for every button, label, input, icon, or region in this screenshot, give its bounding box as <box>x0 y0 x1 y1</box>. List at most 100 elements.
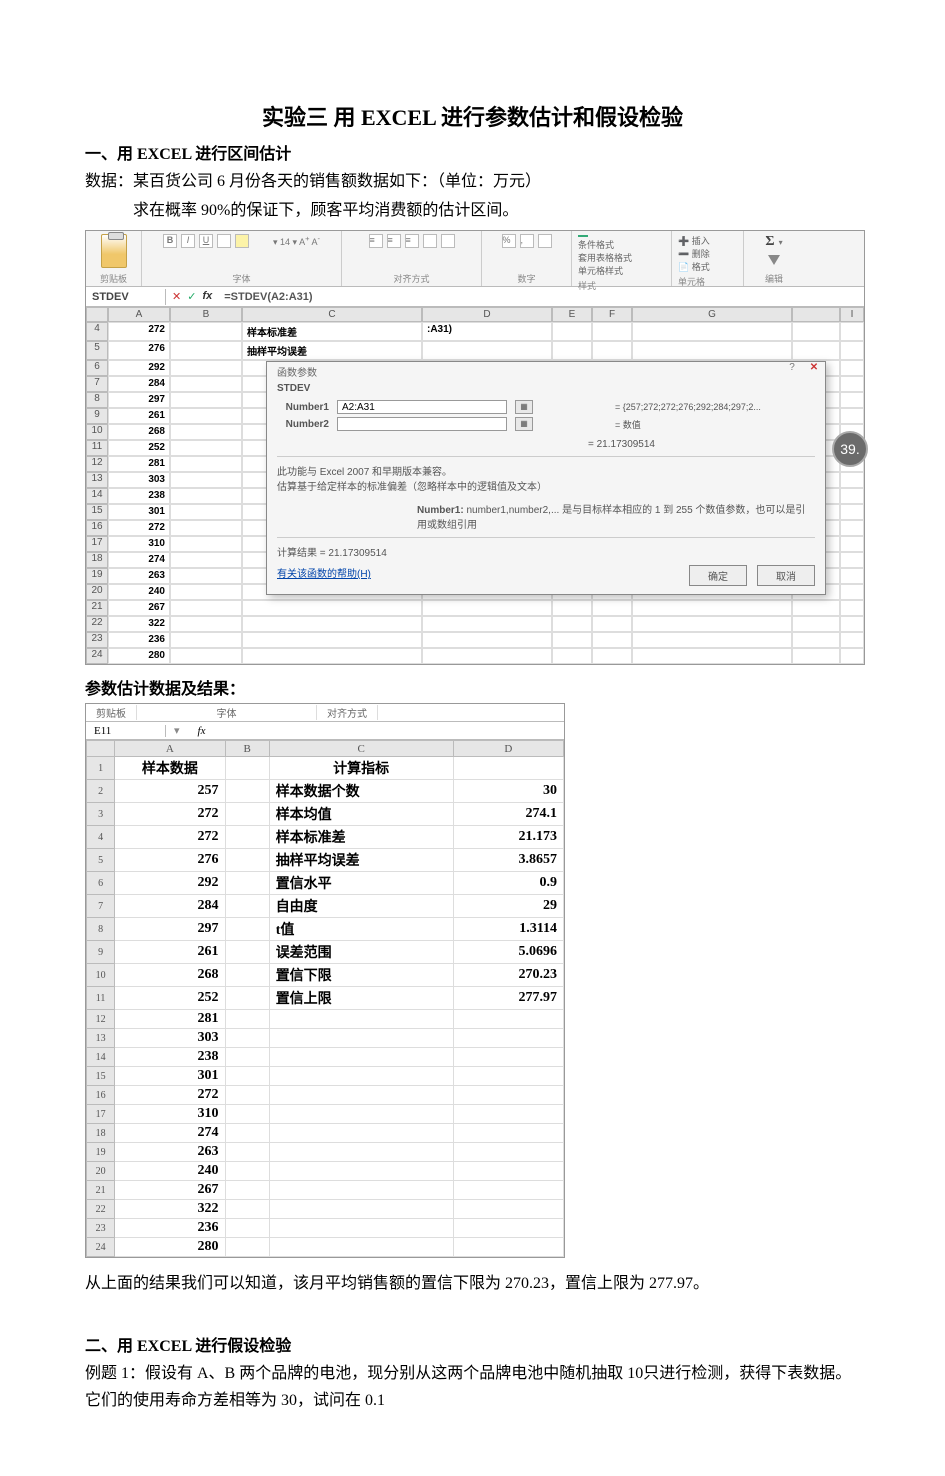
cell-A[interactable]: 267 <box>108 600 170 616</box>
row-header[interactable]: 6 <box>86 360 108 376</box>
cell[interactable]: 267 <box>115 1181 225 1200</box>
cell[interactable] <box>242 616 422 632</box>
cell[interactable] <box>225 1010 269 1029</box>
row-header[interactable]: 8 <box>86 392 108 408</box>
cell[interactable] <box>170 616 242 632</box>
cell[interactable] <box>840 488 864 504</box>
cell[interactable] <box>453 1086 563 1105</box>
cell[interactable] <box>840 552 864 568</box>
cell[interactable] <box>453 1124 563 1143</box>
cell[interactable] <box>453 1200 563 1219</box>
cell-A[interactable]: 236 <box>108 632 170 648</box>
cell[interactable]: 抽样平均误差 <box>269 849 453 872</box>
cell[interactable] <box>170 392 242 408</box>
fill-color-button[interactable] <box>235 234 249 248</box>
cell[interactable] <box>840 504 864 520</box>
cell[interactable] <box>552 322 592 341</box>
dialog-help-button[interactable]: ? <box>781 362 803 376</box>
paste-icon[interactable] <box>101 234 127 268</box>
cell[interactable] <box>632 600 792 616</box>
cell[interactable]: 样本标准差 <box>242 322 422 341</box>
cell[interactable] <box>552 341 592 360</box>
cell[interactable] <box>269 1029 453 1048</box>
cell[interactable]: 272 <box>115 1086 225 1105</box>
row-header[interactable]: 15 <box>87 1067 115 1086</box>
cell[interactable] <box>792 341 840 360</box>
cell[interactable] <box>170 632 242 648</box>
cell[interactable]: 284 <box>115 895 225 918</box>
cell[interactable] <box>170 568 242 584</box>
row-header[interactable]: 22 <box>87 1200 115 1219</box>
cell[interactable]: 276 <box>115 849 225 872</box>
row-header[interactable]: 9 <box>87 941 115 964</box>
cell[interactable]: 5.0696 <box>453 941 563 964</box>
cell[interactable]: 272 <box>115 803 225 826</box>
cell[interactable] <box>422 341 552 360</box>
cell[interactable] <box>792 600 840 616</box>
row-header[interactable]: 18 <box>87 1124 115 1143</box>
row-header[interactable]: 23 <box>87 1219 115 1238</box>
row-header[interactable]: 24 <box>87 1238 115 1257</box>
row-header[interactable]: 22 <box>86 616 108 632</box>
cell[interactable] <box>632 322 792 341</box>
row-header[interactable]: 14 <box>86 488 108 504</box>
cell[interactable]: 置信上限 <box>269 987 453 1010</box>
col-header[interactable]: C <box>242 307 422 322</box>
cell[interactable] <box>269 1162 453 1181</box>
cell-A[interactable]: 284 <box>108 376 170 392</box>
row-header[interactable]: 4 <box>86 322 108 341</box>
cell[interactable]: 272 <box>115 826 225 849</box>
italic-button[interactable]: I <box>181 234 195 248</box>
bold-button[interactable]: B <box>163 234 177 248</box>
cell-A[interactable]: 303 <box>108 472 170 488</box>
cell[interactable] <box>840 632 864 648</box>
row-header[interactable]: 11 <box>87 987 115 1010</box>
result-name-box[interactable]: E11 <box>86 725 166 737</box>
cell-A[interactable]: 274 <box>108 552 170 568</box>
cell[interactable]: 238 <box>115 1048 225 1067</box>
cell[interactable]: 30 <box>453 780 563 803</box>
cell[interactable] <box>269 1124 453 1143</box>
col-header[interactable]: E <box>552 307 592 322</box>
align-right-button[interactable]: ≡ <box>405 234 419 248</box>
cell[interactable] <box>840 360 864 376</box>
row-header[interactable]: 4 <box>87 826 115 849</box>
cell[interactable] <box>453 1143 563 1162</box>
cell-A[interactable]: 238 <box>108 488 170 504</box>
dialog-close-button[interactable]: ✕ <box>803 362 825 376</box>
cell[interactable]: 261 <box>115 941 225 964</box>
row-header[interactable]: 12 <box>87 1010 115 1029</box>
number1-input[interactable] <box>337 400 507 414</box>
cell[interactable] <box>225 1238 269 1257</box>
cell[interactable]: 274.1 <box>453 803 563 826</box>
cell-A[interactable]: 261 <box>108 408 170 424</box>
cell[interactable] <box>792 632 840 648</box>
cell[interactable] <box>453 1029 563 1048</box>
cell[interactable] <box>225 1219 269 1238</box>
cell[interactable] <box>592 648 632 664</box>
cell[interactable] <box>792 648 840 664</box>
cell[interactable] <box>225 1105 269 1124</box>
row-header[interactable]: 13 <box>86 472 108 488</box>
cell[interactable] <box>170 552 242 568</box>
cell[interactable]: 3.8657 <box>453 849 563 872</box>
cell[interactable] <box>225 1200 269 1219</box>
cell[interactable] <box>170 488 242 504</box>
cell-A[interactable]: 252 <box>108 440 170 456</box>
cell[interactable]: 1.3114 <box>453 918 563 941</box>
cell[interactable] <box>269 1181 453 1200</box>
cell[interactable] <box>592 600 632 616</box>
row-header[interactable]: 23 <box>86 632 108 648</box>
cell[interactable] <box>453 1010 563 1029</box>
cell[interactable]: 样本均值 <box>269 803 453 826</box>
row-header[interactable]: 21 <box>87 1181 115 1200</box>
cell[interactable] <box>632 616 792 632</box>
row-header[interactable]: 10 <box>87 964 115 987</box>
cell[interactable]: 322 <box>115 1200 225 1219</box>
cell[interactable]: 257 <box>115 780 225 803</box>
cell[interactable] <box>225 1048 269 1067</box>
cell[interactable] <box>552 616 592 632</box>
cell[interactable] <box>453 1238 563 1257</box>
cell[interactable]: 301 <box>115 1067 225 1086</box>
cell[interactable]: 252 <box>115 987 225 1010</box>
